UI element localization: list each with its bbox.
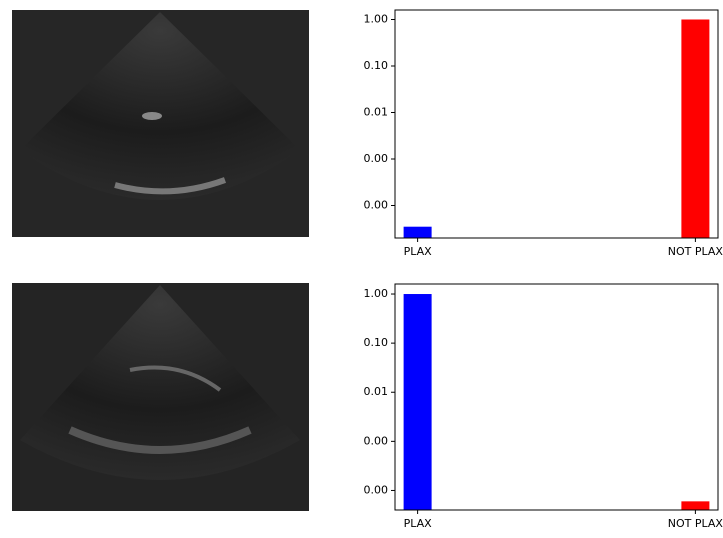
y-tick-label: 0.10 [364, 59, 389, 72]
ultrasound-image [12, 10, 309, 237]
bar [681, 501, 710, 510]
bar [681, 19, 710, 239]
x-tick-label: PLAX [404, 245, 433, 258]
y-tick-label: 1.00 [364, 12, 389, 25]
ultrasound-image [12, 283, 309, 511]
bar [403, 294, 432, 510]
y-tick-label: 0.00 [364, 198, 389, 211]
y-tick-label: 0.01 [364, 385, 389, 398]
y-tick-label: 0.10 [364, 336, 389, 349]
y-tick-label: 0.00 [364, 152, 389, 165]
y-tick-label: 0.00 [364, 483, 389, 496]
axes-frame [394, 9, 719, 239]
axes-frame [394, 283, 719, 511]
y-tick-label: 0.00 [364, 434, 389, 447]
x-tick-label: NOT PLAX [668, 245, 723, 258]
bar [403, 226, 432, 238]
x-tick-label: PLAX [404, 517, 433, 530]
y-tick-label: 0.01 [364, 105, 389, 118]
y-tick-label: 1.00 [364, 287, 389, 300]
x-tick-label: NOT PLAX [668, 517, 723, 530]
